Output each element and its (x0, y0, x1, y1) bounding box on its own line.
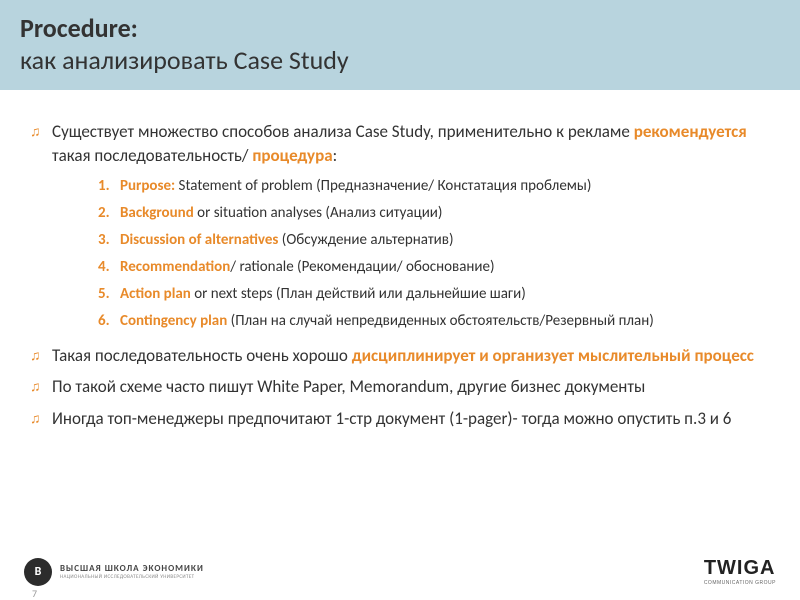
step-3-label: Discussion of alternatives (120, 231, 278, 249)
step-1-label: Purpose: (120, 177, 175, 195)
b2-pre: Такая последовательность очень хорошо (52, 345, 352, 366)
step-1: 1.Purpose: Statement of problem (Предназ… (98, 176, 770, 197)
step-5-label: Action plan (120, 285, 191, 303)
intro-pre: Существует множество способов анализа Ca… (52, 121, 634, 142)
logo-twiga-main: TWIGA (704, 557, 776, 579)
intro-post: : (333, 145, 338, 166)
step-5-rest: or next steps (План действий или дальней… (191, 285, 526, 303)
step-1-rest: Statement of problem (Предназначение/ Ко… (175, 177, 591, 195)
step-2-rest: or situation analyses (Анализ ситуации) (194, 204, 443, 222)
step-6-label: Contingency plan (120, 312, 227, 330)
intro-hl1: рекомендуется (634, 121, 747, 142)
step-4: 4.Recommendation/ rationale (Рекомендаци… (98, 257, 770, 278)
footer-left: В ВЫСШАЯ ШКОЛА ЭКОНОМИКИ НАЦИОНАЛЬНЫЙ ИС… (24, 558, 204, 586)
bullet-onepager: Иногда топ-менеджеры предпочитают 1-стр … (30, 407, 770, 431)
step-6-rest: (План на случай непредвиденных обстоятел… (227, 312, 654, 330)
step-2-label: Background (120, 204, 194, 222)
step-2: 2.Background or situation analyses (Анал… (98, 203, 770, 224)
step-6: 6.Contingency plan (План на случай непре… (98, 311, 770, 332)
step-3: 3.Discussion of alternatives (Обсуждение… (98, 230, 770, 251)
logo-twiga-sub: COMMUNICATION GROUP (704, 580, 776, 586)
logo-hse-icon: В (24, 558, 52, 586)
bullet-discipline: Такая последовательность очень хорошо ди… (30, 344, 770, 368)
slide-header: Procedure: как анализировать Case Study (0, 0, 800, 90)
slide: Procedure: как анализировать Case Study … (0, 0, 800, 600)
step-4-rest: / rationale (Рекомендации/ обоснование) (230, 258, 494, 276)
bullet-intro: Существует множество способов анализа Ca… (30, 120, 770, 332)
logo-twiga: TWIGA COMMUNICATION GROUP (704, 557, 776, 586)
slide-content: Существует множество способов анализа Ca… (0, 90, 800, 431)
b2-hl: дисциплинирует и организует мыслительный… (352, 345, 754, 366)
logo-hse: В ВЫСШАЯ ШКОЛА ЭКОНОМИКИ НАЦИОНАЛЬНЫЙ ИС… (24, 558, 204, 586)
step-4-label: Recommendation (120, 258, 230, 276)
steps-list: 1.Purpose: Statement of problem (Предназ… (98, 176, 770, 332)
intro-mid: такая последовательность/ (52, 145, 252, 166)
logo-hse-sub: НАЦИОНАЛЬНЫЙ ИССЛЕДОВАТЕЛЬСКИЙ УНИВЕРСИТ… (60, 575, 204, 580)
page-number: 7 (32, 587, 37, 600)
bullet-whitepaper: По такой схеме часто пишут White Paper, … (30, 375, 770, 399)
step-3-rest: (Обсуждение альтернатив) (278, 231, 453, 249)
header-subtitle: как анализировать Case Study (20, 44, 349, 76)
header-title: Procedure: (20, 12, 138, 44)
intro-hl2: процедура (252, 145, 332, 166)
logo-hse-main: ВЫСШАЯ ШКОЛА ЭКОНОМИКИ (60, 564, 204, 573)
slide-footer: В ВЫСШАЯ ШКОЛА ЭКОНОМИКИ НАЦИОНАЛЬНЫЙ ИС… (0, 557, 800, 586)
step-5: 5.Action plan or next steps (План действ… (98, 284, 770, 305)
bullet-list: Существует множество способов анализа Ca… (30, 120, 770, 431)
logo-hse-text: ВЫСШАЯ ШКОЛА ЭКОНОМИКИ НАЦИОНАЛЬНЫЙ ИССЛ… (60, 564, 204, 580)
